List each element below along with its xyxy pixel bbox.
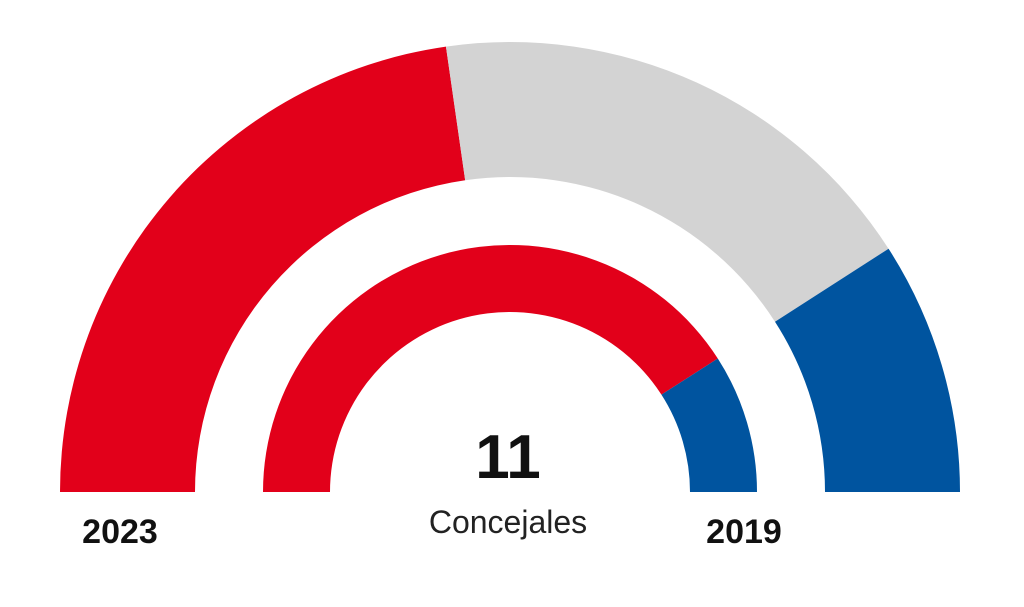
inner-ring-segment-1 (263, 245, 718, 492)
inner-ring-segment-2 (661, 358, 757, 492)
outer-ring-segment-3 (774, 248, 960, 492)
outer-ring-segment-2 (445, 41, 889, 322)
outer-ring-2023 (60, 41, 960, 492)
outer-ring-year-label: 2023 (82, 513, 158, 551)
total-seats-label: Concejales (429, 504, 587, 540)
outer-ring-segment-1 (60, 46, 466, 492)
inner-ring-2019 (263, 245, 757, 492)
inner-ring-year-label: 2019 (706, 513, 782, 551)
total-seats-value: 11 (475, 423, 541, 492)
